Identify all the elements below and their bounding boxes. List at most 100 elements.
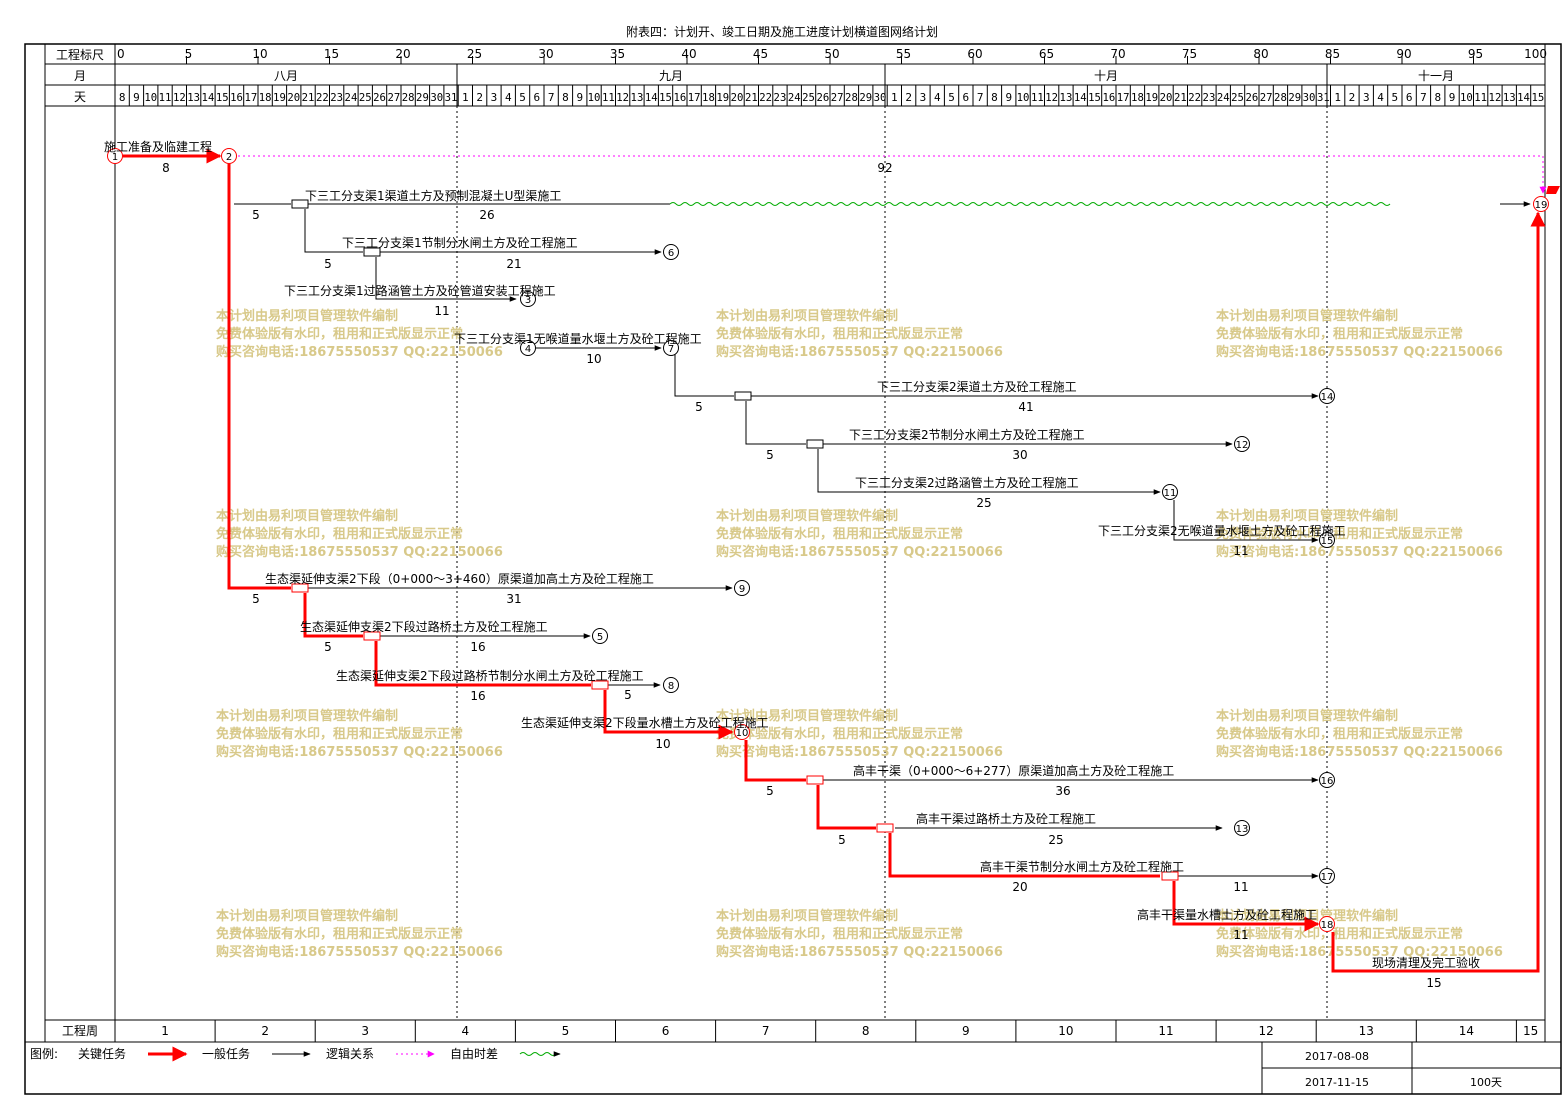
day-number: 19 — [716, 91, 729, 104]
watermark-line: 本计划由易利项目管理软件编制 — [716, 708, 898, 724]
task-duration: 16 — [470, 640, 485, 654]
day-number: 16 — [673, 91, 686, 104]
scale-tick-label: 85 — [1325, 47, 1340, 61]
nodes: 1 2 3 4 5 6 7 8 9 10 11 12 13 14 15 16 1… — [107, 148, 1549, 932]
task-duration: 16 — [470, 689, 485, 703]
task-duration: 20 — [1012, 880, 1027, 894]
day-number: 9 — [1005, 91, 1012, 104]
node-label: 3 — [525, 295, 531, 306]
day-number: 24 — [1217, 91, 1230, 104]
critical-link — [1172, 881, 1320, 932]
day-number: 20 — [287, 91, 300, 104]
lag-labels: 5 5 5 5 5 5 5 5 5 92 11 — [252, 161, 1248, 894]
legend-normal-label: 一般任务 — [202, 1046, 250, 1061]
watermark-line: 免费体验版有水印，租用和正式版显示正常 — [216, 926, 463, 942]
day-number: 15 — [1531, 91, 1544, 104]
start-box — [806, 439, 824, 449]
legend-label: 图例: — [30, 1047, 58, 1061]
start-box — [1161, 871, 1179, 881]
week-number: 10 — [1058, 1024, 1073, 1038]
task-duration: 36 — [1055, 784, 1070, 798]
scale-tick-label: 25 — [467, 47, 482, 61]
day-number: 10 — [144, 91, 157, 104]
day-number: 20 — [1160, 91, 1173, 104]
start-box — [806, 775, 824, 785]
float-label: 11 — [1233, 880, 1248, 894]
day-number: 12 — [616, 91, 629, 104]
day-number: 23 — [1203, 91, 1216, 104]
start-date: 2017-08-08 — [1305, 1050, 1369, 1063]
week-number: 15 — [1523, 1024, 1538, 1038]
page-title: 附表四：计划开、竣工日期及施工进度计划横道图网络计划 — [626, 24, 938, 39]
day-number: 30 — [430, 91, 443, 104]
scale-tick-label: 35 — [610, 47, 625, 61]
day-number: 6 — [963, 91, 970, 104]
day-number: 10 — [1017, 91, 1030, 104]
watermark-line: 免费体验版有水印，租用和正式版显示正常 — [716, 926, 963, 942]
week-number: 13 — [1359, 1024, 1374, 1038]
watermark-line: 免费体验版有水印，租用和正式版显示正常 — [216, 526, 463, 542]
day-number: 6 — [534, 91, 541, 104]
watermark-line: 本计划由易利项目管理软件编制 — [1216, 708, 1398, 724]
task-duration: 30 — [1012, 448, 1027, 462]
day-number: 8 — [1434, 91, 1441, 104]
free-float-wave — [669, 202, 1391, 206]
scale-ticks: 0 5 10 15 20 25 30 35 40 45 50 55 60 65 70 75 80 85 90 95 10… — [114, 47, 1547, 64]
week-number: 3 — [361, 1024, 369, 1038]
day-number: 25 — [1231, 91, 1244, 104]
legend-critical-label: 关键任务 — [78, 1046, 126, 1061]
lag-label: 5 — [838, 833, 846, 847]
node-14: 14 — [1319, 388, 1335, 404]
legend-logic-label: 逻辑关系 — [326, 1047, 374, 1061]
scale-tick-label: 45 — [753, 47, 768, 61]
day-number: 1 — [462, 91, 469, 104]
day-label: 天 — [74, 90, 86, 104]
task-duration: 25 — [1048, 833, 1063, 847]
node-label: 9 — [739, 584, 745, 595]
week-number: 12 — [1259, 1024, 1274, 1038]
day-number: 26 — [373, 91, 386, 104]
task-name: 高丰干渠量水槽土方及砼工程施工 — [1137, 907, 1317, 922]
watermark-line: 免费体验版有水印，租用和正式版显示正常 — [216, 326, 463, 342]
day-number: 12 — [1489, 91, 1502, 104]
day-number: 16 — [230, 91, 243, 104]
day-number: 13 — [1060, 91, 1073, 104]
day-number: 22 — [316, 91, 329, 104]
watermark-line: 购买咨询电话:18675550537 QQ:22150066 — [1216, 544, 1503, 560]
day-number: 30 — [1303, 91, 1316, 104]
day-number: 26 — [1245, 91, 1258, 104]
node-label: 13 — [1236, 824, 1249, 835]
day-number: 23 — [330, 91, 343, 104]
day-number: 4 — [505, 91, 512, 104]
day-number: 28 — [402, 91, 415, 104]
critical-link — [888, 833, 1160, 878]
lag-label: 5 — [624, 688, 632, 702]
day-number: 16 — [1102, 91, 1115, 104]
day-number: 15 — [1088, 91, 1101, 104]
node-label: 2 — [226, 152, 232, 163]
day-number: 9 — [1449, 91, 1456, 104]
day-number: 1 — [891, 91, 898, 104]
day-number: 9 — [576, 91, 583, 104]
watermark-line: 购买咨询电话:18675550537 QQ:22150066 — [216, 744, 503, 760]
logic-link — [745, 401, 806, 445]
watermark-line: 购买咨询电话:18675550537 QQ:22150066 — [1216, 344, 1503, 360]
day-number: 14 — [645, 91, 658, 104]
node-label: 17 — [1321, 872, 1334, 883]
lag-label: 5 — [324, 257, 332, 271]
watermark-line: 本计划由易利项目管理软件编制 — [216, 308, 398, 324]
task-name: 下三工分支渠2无喉道量水堰土方及砼工程施工 — [1098, 523, 1346, 538]
day-number: 10 — [588, 91, 601, 104]
day-number: 22 — [759, 91, 772, 104]
task-duration: 21 — [506, 257, 521, 271]
node-2: 2 — [221, 148, 237, 164]
node-16: 16 — [1319, 772, 1335, 788]
task-duration: 8 — [162, 161, 170, 175]
total-duration: 100天 — [1470, 1076, 1502, 1089]
critical-link — [1331, 211, 1546, 973]
day-number: 2 — [476, 91, 483, 104]
day-number: 5 — [519, 91, 526, 104]
day-cells: 8 9 10 11 12 13 14 15 16 17 18 19 20 21 22 23 24 25 26 27 28… — [114, 85, 1544, 106]
critical-link — [303, 593, 363, 638]
week-cells: 1 2 3 4 5 6 7 8 9 10 11 12 13 14 15 — [114, 1020, 1538, 1042]
